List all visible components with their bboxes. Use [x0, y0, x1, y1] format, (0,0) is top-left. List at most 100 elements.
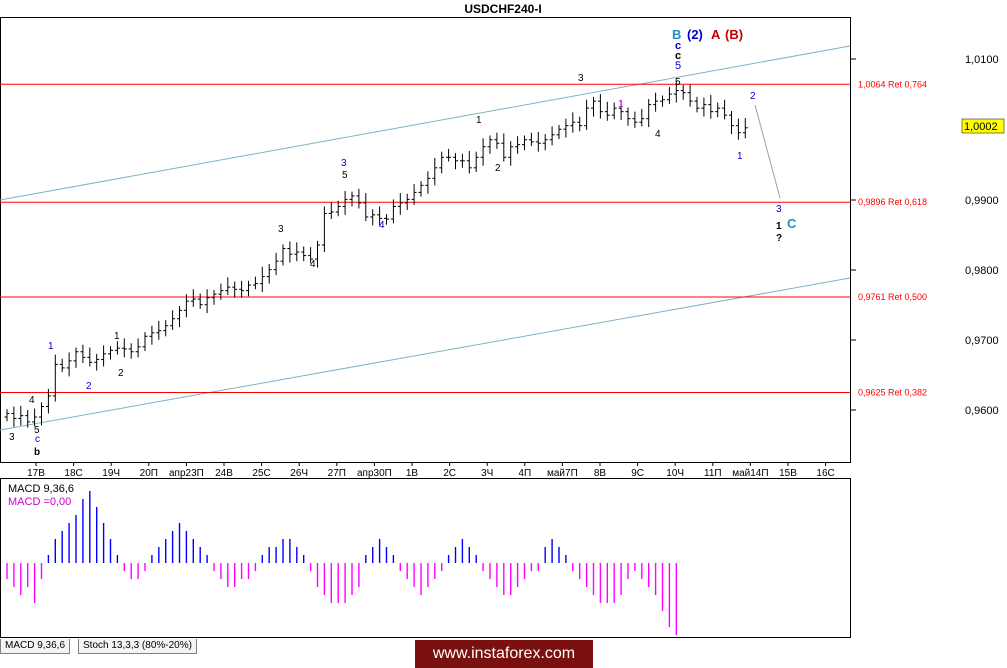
price-bar	[687, 84, 693, 107]
time-tick-label: 1В	[406, 468, 419, 479]
price-bar	[45, 388, 51, 414]
price-bar	[708, 94, 714, 119]
price-bar	[715, 102, 721, 118]
wave-2-blue-right: 2	[750, 91, 756, 102]
wave-C-proj: C	[787, 216, 797, 231]
price-bar	[59, 358, 65, 373]
price-bar	[39, 402, 44, 426]
price-bar	[570, 112, 576, 133]
price-bar	[301, 246, 307, 262]
channel-upper	[0, 45, 851, 201]
price-bar	[32, 408, 38, 427]
fib-label-1: 0,9896 Ret 0,618	[858, 197, 927, 207]
price-bar	[273, 252, 279, 276]
tab-macd[interactable]: MACD 9,36,6	[0, 639, 71, 654]
wave-5-peak: 5	[675, 77, 681, 88]
price-bar	[377, 206, 383, 226]
wave-2-black: 2	[495, 163, 501, 174]
wave-1-blue-right: 1	[737, 151, 743, 162]
fib-label-0: 1,0064 Ret 0,764	[858, 79, 927, 89]
price-axis: 1,0100 0,9900 0,9800 0,9700 0,9600	[851, 54, 999, 417]
wave-A-top: A	[711, 27, 721, 42]
price-bar	[211, 289, 217, 305]
wave-b-left: b	[34, 447, 40, 458]
price-bar	[556, 124, 562, 140]
current-price-label: 1,0002	[964, 121, 998, 133]
price-bar	[239, 280, 245, 298]
price-bar	[584, 99, 590, 130]
time-axis: 17В 18С 19Ч 20П апр23П 24В 25С 26Ч 27П апр30П 1В 2С…	[27, 462, 835, 479]
price-bar	[315, 240, 320, 268]
price-bar	[528, 132, 534, 147]
price-bar	[591, 96, 596, 117]
wave-4-black-mid: 4	[310, 259, 316, 270]
price-bar	[149, 325, 155, 345]
price-bar	[225, 277, 231, 295]
price-bar	[197, 293, 203, 309]
price-bar	[694, 96, 700, 113]
price-bar	[625, 107, 631, 126]
time-tick-label: 10Ч	[666, 468, 684, 479]
price-bar	[742, 117, 748, 139]
price-bar	[515, 136, 521, 154]
price-tick-2: 0,9900	[965, 195, 999, 207]
wave-3-proj: 3	[776, 204, 782, 215]
price-bar	[356, 188, 362, 209]
price-bar	[384, 214, 389, 225]
instaforex-banner[interactable]: www.instaforex.com	[415, 640, 593, 668]
price-bar	[177, 306, 182, 328]
price-bar	[473, 151, 479, 173]
projection-line	[754, 104, 781, 199]
time-tick-label: май14П	[732, 468, 768, 479]
price-bar	[660, 95, 665, 107]
time-tick-label: 11П	[704, 468, 722, 479]
price-bars	[4, 80, 748, 428]
price-bar	[735, 118, 741, 140]
price-bar	[549, 126, 555, 146]
wave-2-top: (2)	[687, 27, 703, 42]
price-bar	[183, 294, 189, 318]
time-tick-label: апр23П	[169, 468, 204, 479]
price-bar	[666, 87, 672, 104]
price-bar	[646, 99, 652, 128]
price-bar	[397, 193, 403, 215]
time-tick-label: 4П	[518, 468, 531, 479]
price-bar	[259, 266, 265, 293]
price-bar	[11, 406, 17, 427]
price-bar	[25, 410, 31, 428]
price-bar	[287, 241, 293, 263]
time-tick-label: 17В	[27, 468, 45, 479]
time-tick-label: 24В	[215, 468, 233, 479]
price-bar	[4, 409, 10, 422]
wave-1-proj: 1	[776, 221, 782, 232]
wave-5-left: 5	[34, 425, 40, 436]
price-bar	[94, 353, 100, 371]
price-bar	[522, 135, 527, 151]
price-bar	[335, 200, 341, 217]
price-bar	[404, 193, 410, 210]
wave-question-proj: ?	[776, 233, 782, 244]
price-bar	[418, 181, 424, 197]
wave-1-blue-left: 1	[48, 341, 54, 352]
macd-histogram	[6, 491, 677, 635]
time-tick-label: 9С	[631, 468, 644, 479]
price-bar	[508, 141, 514, 166]
price-bar	[446, 148, 452, 162]
price-bar	[204, 289, 210, 314]
price-bar	[453, 153, 458, 170]
time-tick-label: 27П	[328, 468, 346, 479]
tab-stoch[interactable]: Stoch 13,3,3 (80%-20%)	[78, 639, 197, 654]
time-tick-label: 3Ч	[481, 468, 493, 479]
macd-plot-frame	[0, 478, 851, 638]
wave-5-black-mid: 5	[342, 170, 348, 181]
wave-3-blue-mid: 3	[341, 158, 347, 169]
price-bar	[246, 280, 251, 297]
time-tick-label: май7П	[547, 468, 578, 479]
price-bar	[321, 206, 327, 253]
price-bar	[604, 101, 610, 121]
price-tick-1: 1,0100	[965, 54, 999, 66]
price-bar	[190, 289, 196, 307]
price-bar	[280, 244, 286, 266]
price-bar	[363, 193, 369, 222]
price-bar	[73, 347, 79, 368]
